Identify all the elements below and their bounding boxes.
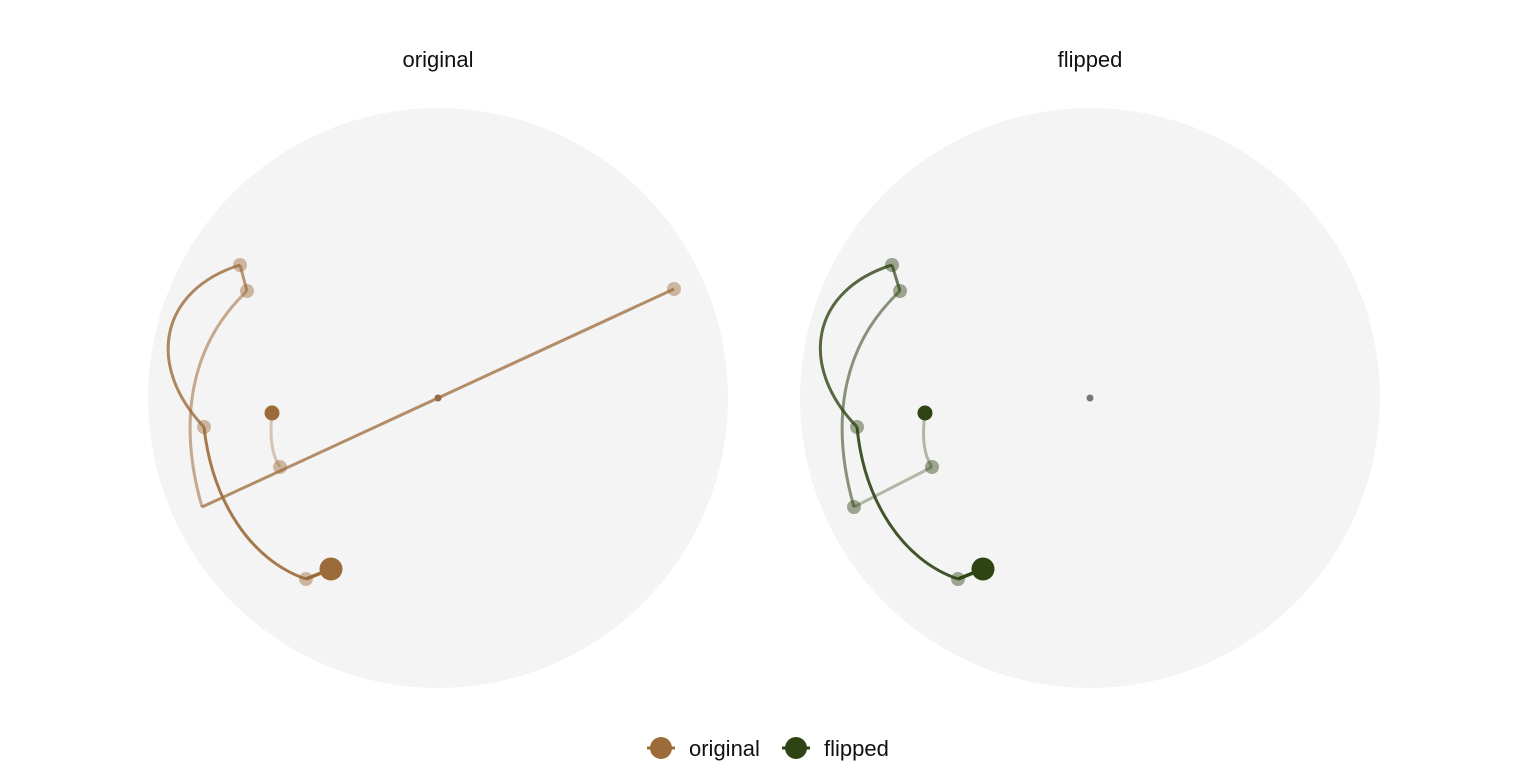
panel-title-flipped: flipped [1058, 47, 1123, 72]
legend: original flipped [647, 736, 889, 761]
panel-original: original [148, 47, 728, 688]
node-6-original [299, 572, 313, 586]
panel-flipped: flipped [800, 47, 1380, 688]
edge-top-original [238, 264, 249, 292]
edge-arc-c-flipped [855, 426, 959, 581]
legend-label-flipped: flipped [824, 736, 889, 761]
node-3-original [240, 284, 254, 298]
edge-arc-a-original [188, 289, 249, 508]
node-4-original [233, 258, 247, 272]
node-start-original [264, 405, 280, 421]
edge-top-flipped [890, 264, 902, 292]
edge-arc-a-flipped [840, 289, 902, 508]
legend-item-flipped[interactable]: flipped [782, 736, 889, 761]
node-end-original [319, 557, 343, 581]
node-5-original [197, 420, 211, 434]
panel-title-original: original [403, 47, 474, 72]
legend-marker-flipped [785, 737, 807, 759]
node-2-original [667, 282, 681, 296]
legend-marker-original [650, 737, 672, 759]
edge-diameter-original [201, 287, 675, 509]
node-1-original [273, 460, 287, 474]
node-1-flipped [925, 460, 939, 474]
legend-item-original[interactable]: original [647, 736, 760, 761]
node-3-flipped [893, 284, 907, 298]
edge-arc-c-original [202, 426, 307, 581]
node-5-flipped [850, 420, 864, 434]
disk-center-flipped [1086, 394, 1094, 402]
node-end-flipped [971, 557, 995, 581]
node-4-flipped [885, 258, 899, 272]
legend-label-original: original [689, 736, 760, 761]
edge-p1-p2-flipped [853, 465, 933, 509]
node-2-flipped [847, 500, 861, 514]
node-6-flipped [951, 572, 965, 586]
node-start-flipped [917, 405, 933, 421]
edge-arc-b-original [166, 263, 241, 429]
edge-arc-b-flipped [818, 263, 893, 429]
